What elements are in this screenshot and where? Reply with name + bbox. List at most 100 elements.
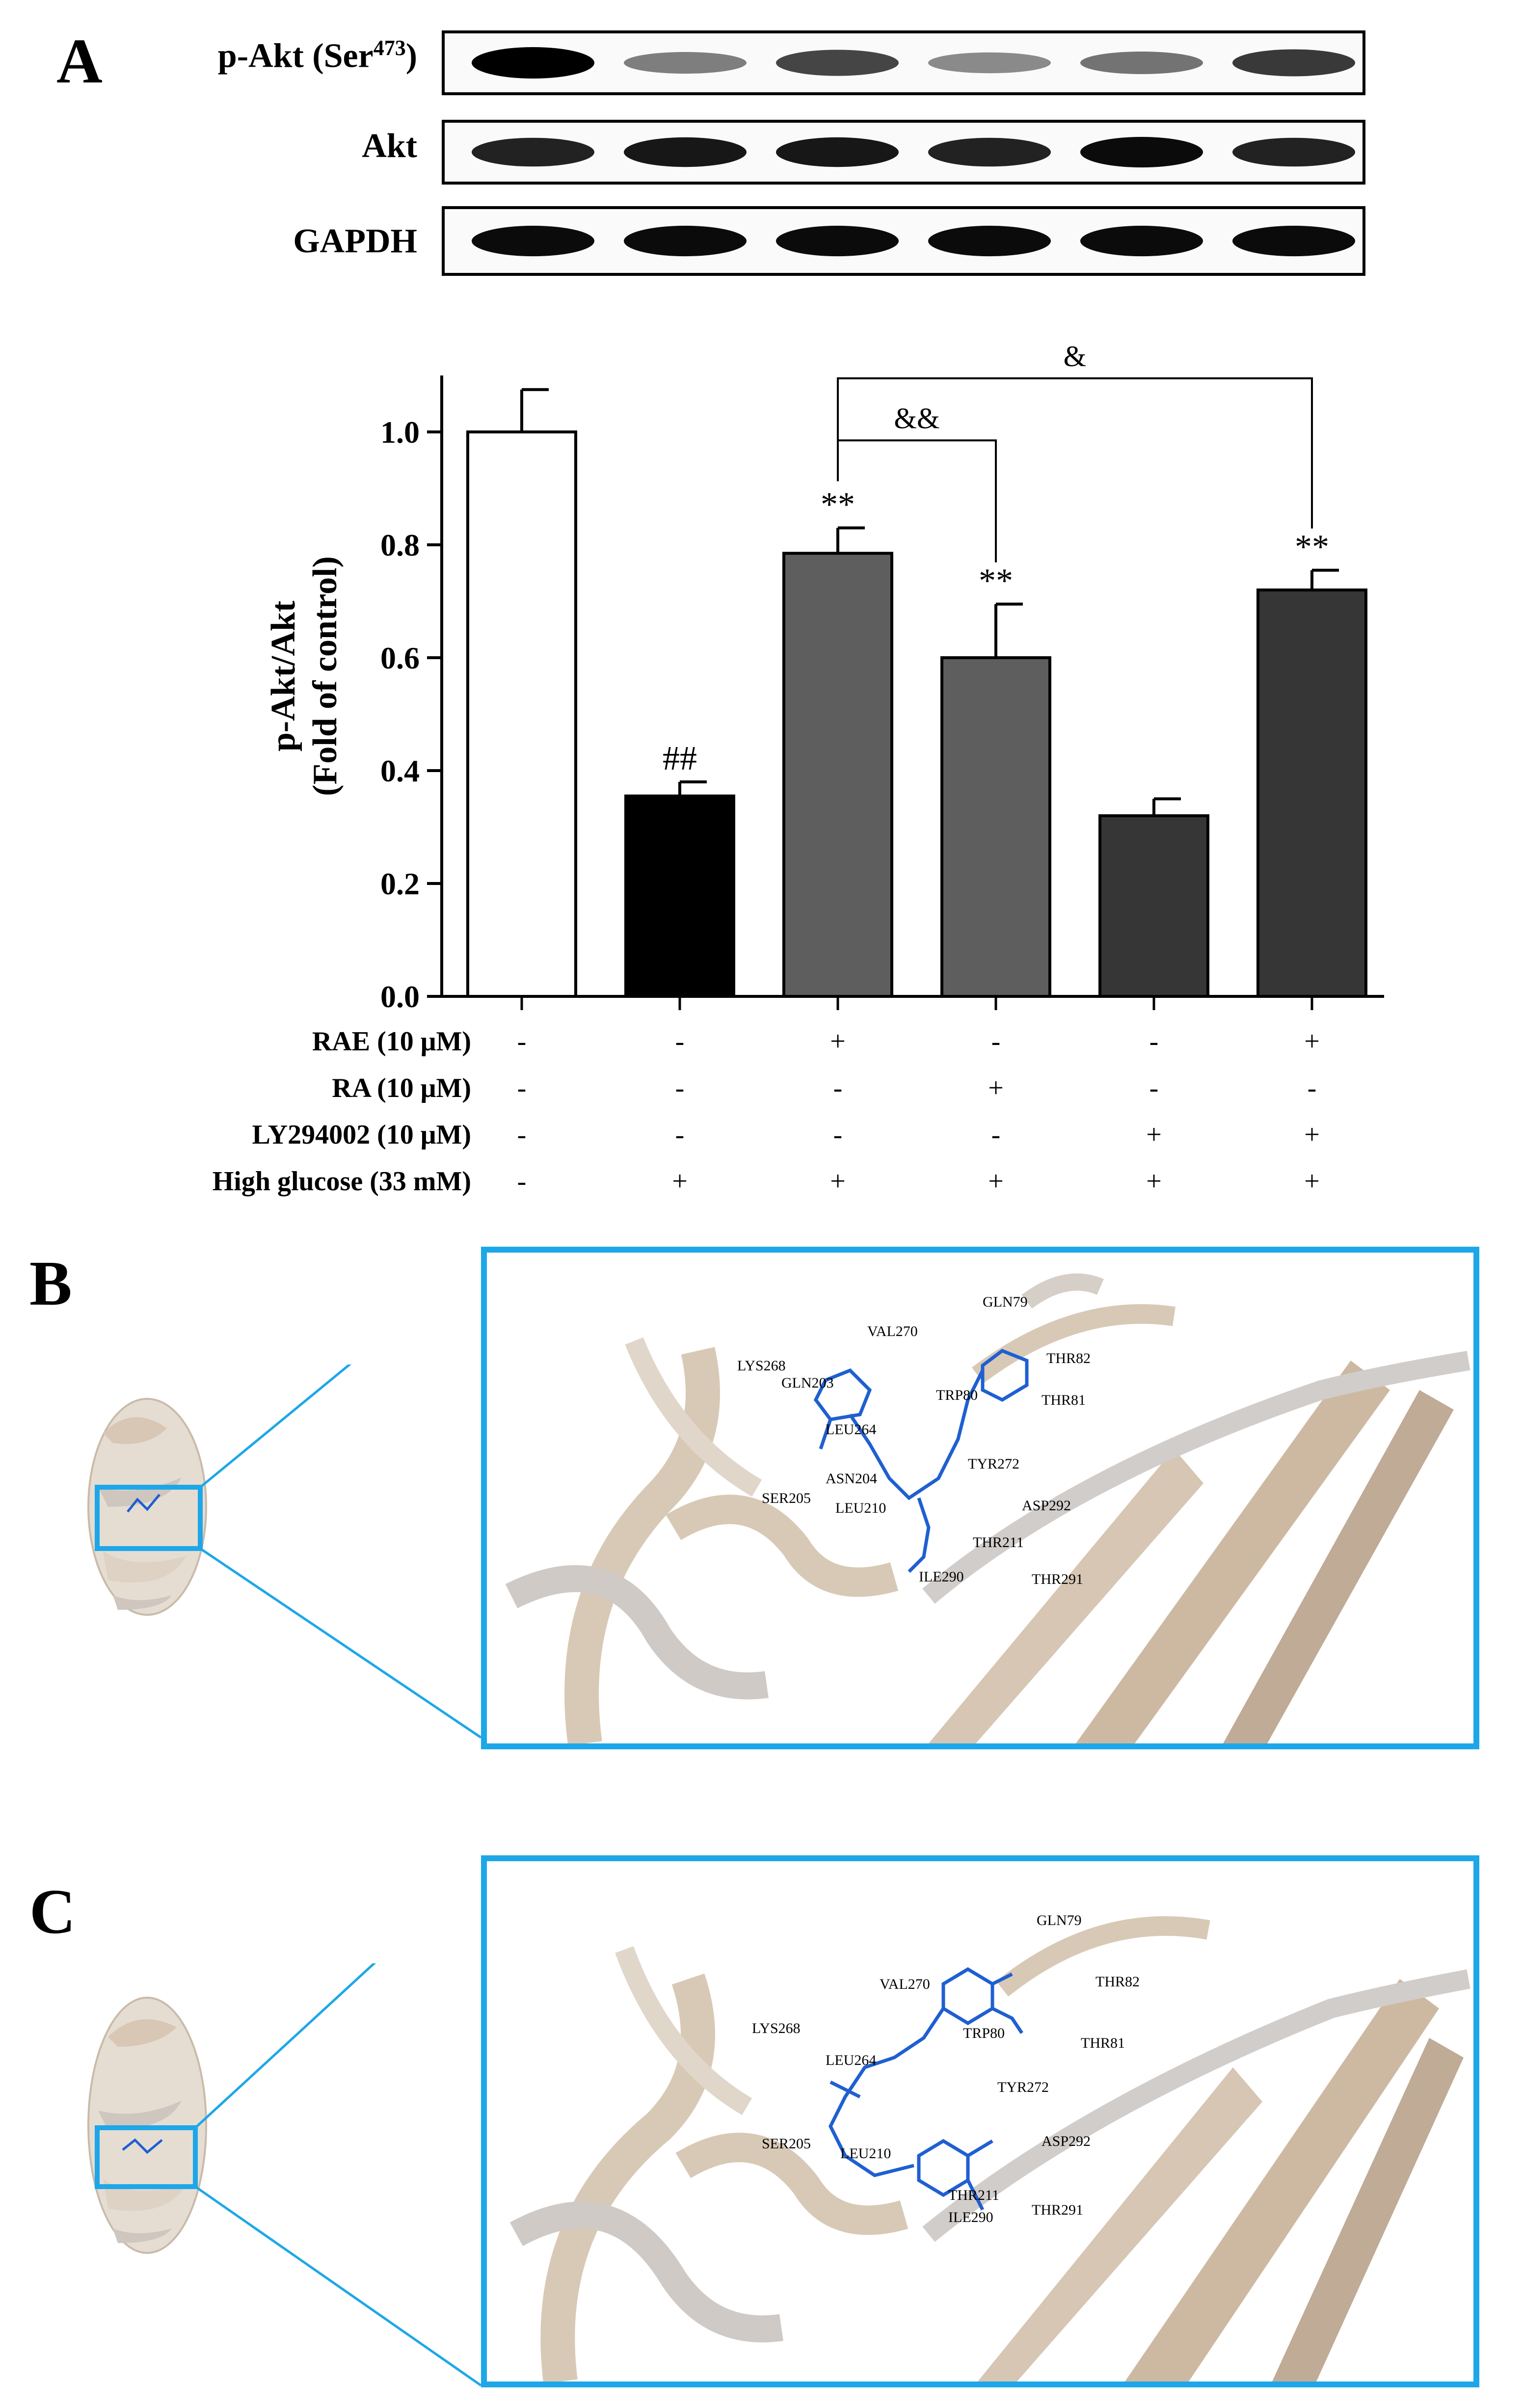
- blot-band: [472, 137, 594, 167]
- docking-c-zoom: GLN79 VAL270 THR82 TRP80 LYS268 THR81 LE…: [481, 1855, 1479, 2387]
- residue-label: TRP80: [936, 1387, 978, 1403]
- condition-mark: -: [833, 1073, 843, 1103]
- residue-label: THR291: [1032, 2202, 1083, 2218]
- comparison-bracket: [837, 377, 1313, 529]
- condition-label: LY294002 (10 μM): [252, 1120, 471, 1150]
- residue-label: SER205: [762, 2136, 811, 2152]
- blot-band: [1232, 49, 1355, 77]
- condition-mark: -: [517, 1120, 527, 1150]
- condition-mark: -: [675, 1120, 685, 1150]
- blot-label-akt: Akt: [362, 127, 417, 165]
- residue-label: THR81: [1081, 2035, 1125, 2051]
- significance-label: **: [1295, 528, 1329, 566]
- zoom-line-c-bottom: [194, 2185, 482, 2387]
- blot-band: [776, 225, 899, 257]
- condition-mark: -: [517, 1026, 527, 1057]
- blot-label-gapdh: GAPDH: [293, 222, 417, 260]
- y-axis-label-line1: p-Akt/Akt: [265, 601, 302, 751]
- docking-c-overview: [87, 1963, 482, 2387]
- condition-mark: +: [1304, 1026, 1320, 1057]
- panel-b-letter: B: [29, 1248, 72, 1319]
- condition-mark: -: [517, 1073, 527, 1103]
- condition-mark: -: [833, 1120, 843, 1150]
- blot-band: [624, 137, 747, 167]
- blot-pakt-bands: [472, 47, 1355, 79]
- residue-label: THR81: [1042, 1392, 1086, 1408]
- blot-band: [472, 225, 594, 257]
- blot-band: [928, 52, 1051, 74]
- condition-mark: +: [1146, 1120, 1162, 1150]
- significance-label: **: [821, 486, 855, 524]
- residue-label: LEU264: [826, 2052, 876, 2068]
- condition-mark: -: [1149, 1026, 1159, 1057]
- blot-band: [624, 52, 747, 74]
- residue-label: THR82: [1095, 1974, 1140, 1990]
- residue-label: VAL270: [880, 1976, 930, 1992]
- residue-labels-b: GLN79 VAL270 THR82 LYS268 GLN203 TRP80 T…: [737, 1294, 1091, 1587]
- y-tick-label: 0.4: [380, 753, 420, 788]
- condition-table: RAE (10 μM) - - + - - + RA (10 μM) - - - + - - LY29400…: [0, 1016, 1523, 1203]
- residue-label: GLN203: [781, 1375, 834, 1391]
- residue-label: LYS268: [737, 1358, 786, 1374]
- condition-mark: +: [1304, 1166, 1320, 1197]
- condition-mark: -: [675, 1026, 685, 1057]
- condition-label: RAE (10 μM): [312, 1026, 471, 1057]
- residue-label: THR211: [973, 1534, 1024, 1551]
- blot-band: [776, 50, 899, 76]
- residue-label: ASP292: [1022, 1498, 1071, 1514]
- condition-mark: +: [1146, 1166, 1162, 1197]
- residue-label: TRP80: [963, 2025, 1005, 2041]
- ligand-b: [813, 1349, 1029, 1573]
- blot-gapdh-bands: [472, 225, 1355, 257]
- bracket-label: &: [1064, 340, 1087, 373]
- ligand-c: [828, 1967, 1023, 2211]
- residue-label: ILE290: [919, 1569, 964, 1585]
- y-tick-label: 0.0: [380, 979, 420, 1014]
- residue-label: GLN79: [983, 1294, 1028, 1310]
- y-tick-label: 1.0: [380, 415, 420, 450]
- condition-mark: +: [830, 1166, 846, 1197]
- condition-label: RA (10 μM): [332, 1073, 471, 1103]
- condition-mark: -: [991, 1120, 1001, 1150]
- bracket-label: &&: [894, 402, 939, 434]
- condition-mark: -: [1307, 1073, 1317, 1103]
- bar: [940, 656, 1051, 998]
- condition-mark: +: [988, 1073, 1004, 1103]
- condition-mark: -: [675, 1073, 685, 1103]
- blot-band: [1080, 136, 1203, 168]
- comparison-bracket: [837, 439, 997, 562]
- residue-label: THR82: [1046, 1350, 1091, 1366]
- condition-label: High glucose (33 mM): [212, 1166, 471, 1197]
- blot-band: [928, 225, 1051, 257]
- bar: [1256, 589, 1367, 998]
- residue-label: ASP292: [1042, 2133, 1091, 2149]
- zoom-line-c-top: [194, 1963, 376, 2129]
- residue-label: ILE290: [948, 2209, 993, 2225]
- condition-mark: +: [672, 1166, 688, 1197]
- blot-band: [472, 47, 594, 79]
- zoom-line-b-bottom: [199, 1547, 482, 1739]
- y-tick-label: 0.6: [380, 641, 420, 675]
- zoom-box-c: [95, 2125, 198, 2189]
- docking-b-scene: GLN79 VAL270 THR82 LYS268 GLN203 TRP80 T…: [505, 1273, 1470, 1743]
- y-tick-label: 0.2: [380, 866, 420, 901]
- residue-label: ASN204: [826, 1471, 877, 1487]
- y-axis-label-line2: (Fold of control): [306, 556, 344, 796]
- panel-a-letter: A: [56, 26, 103, 97]
- docking-c-scene: GLN79 VAL270 THR82 TRP80 LYS268 THR81 LE…: [509, 1912, 1470, 2381]
- protein-b-ribbons: [505, 1273, 1470, 1743]
- panel-c-letter: C: [29, 1876, 76, 1947]
- condition-mark: +: [988, 1166, 1004, 1197]
- docking-b-zoom: GLN79 VAL270 THR82 LYS268 GLN203 TRP80 T…: [481, 1247, 1479, 1749]
- residue-label: TYR272: [997, 2079, 1049, 2095]
- residue-label: GLN79: [1037, 1912, 1082, 1928]
- condition-mark: -: [991, 1026, 1001, 1057]
- condition-mark: +: [830, 1026, 846, 1057]
- blot-akt-bands: [472, 136, 1355, 168]
- protein-c-ribbons: [509, 1916, 1470, 2381]
- bar: [782, 552, 893, 998]
- bar-chart: 0.0 0.2 0.4 0.6 0.8 1.0 p-Akt/Akt (Fold of cont…: [265, 340, 1384, 1014]
- residue-label: SER205: [762, 1490, 811, 1506]
- residue-labels-c: GLN79 VAL270 THR82 TRP80 LYS268 THR81 LE…: [752, 1912, 1140, 2225]
- residue-label: LEU264: [826, 1421, 876, 1438]
